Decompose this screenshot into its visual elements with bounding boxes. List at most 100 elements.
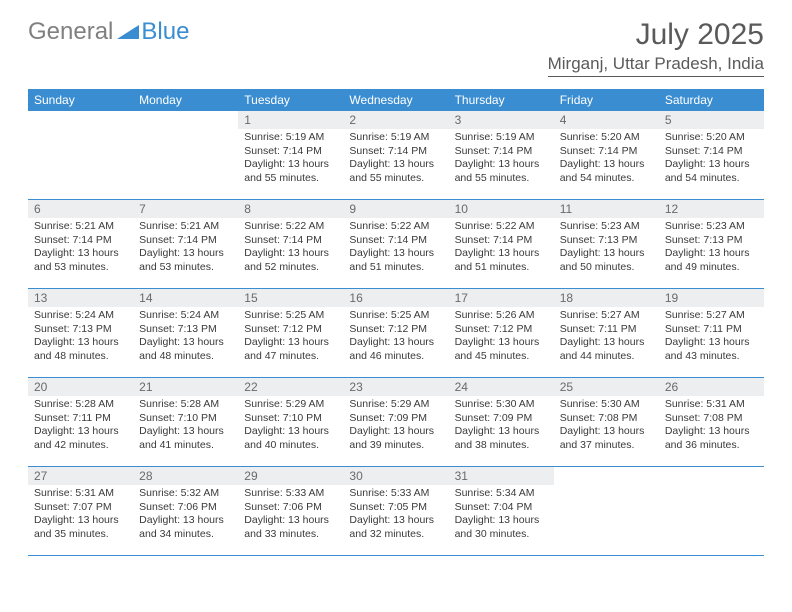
calendar-cell: 7Sunrise: 5:21 AMSunset: 7:14 PMDaylight… xyxy=(133,200,238,288)
calendar-cell: 27Sunrise: 5:31 AMSunset: 7:07 PMDayligh… xyxy=(28,467,133,555)
day-number: 10 xyxy=(449,200,554,218)
logo-text-general: General xyxy=(28,18,113,46)
day-number: 3 xyxy=(449,111,554,129)
day-number: 13 xyxy=(28,289,133,307)
day-number: 12 xyxy=(659,200,764,218)
header: General Blue July 2025 Mirganj, Uttar Pr… xyxy=(0,0,792,81)
calendar-cell: 6Sunrise: 5:21 AMSunset: 7:14 PMDaylight… xyxy=(28,200,133,288)
calendar-week: 1Sunrise: 5:19 AMSunset: 7:14 PMDaylight… xyxy=(28,111,764,200)
calendar-cell: 4Sunrise: 5:20 AMSunset: 7:14 PMDaylight… xyxy=(554,111,659,199)
calendar-cell: 28Sunrise: 5:32 AMSunset: 7:06 PMDayligh… xyxy=(133,467,238,555)
day-number: 28 xyxy=(133,467,238,485)
day-header: Friday xyxy=(554,89,659,111)
calendar-week: 6Sunrise: 5:21 AMSunset: 7:14 PMDaylight… xyxy=(28,200,764,289)
calendar-week: 13Sunrise: 5:24 AMSunset: 7:13 PMDayligh… xyxy=(28,289,764,378)
day-number: 14 xyxy=(133,289,238,307)
cell-body: Sunrise: 5:30 AMSunset: 7:08 PMDaylight:… xyxy=(554,396,659,457)
day-number: 24 xyxy=(449,378,554,396)
day-number xyxy=(554,467,659,485)
day-number: 16 xyxy=(343,289,448,307)
day-number: 9 xyxy=(343,200,448,218)
day-number: 2 xyxy=(343,111,448,129)
day-number: 21 xyxy=(133,378,238,396)
cell-body: Sunrise: 5:26 AMSunset: 7:12 PMDaylight:… xyxy=(449,307,554,368)
day-number: 29 xyxy=(238,467,343,485)
day-number: 8 xyxy=(238,200,343,218)
day-number: 26 xyxy=(659,378,764,396)
cell-body: Sunrise: 5:29 AMSunset: 7:10 PMDaylight:… xyxy=(238,396,343,457)
cell-body: Sunrise: 5:33 AMSunset: 7:05 PMDaylight:… xyxy=(343,485,448,546)
calendar-cell: 29Sunrise: 5:33 AMSunset: 7:06 PMDayligh… xyxy=(238,467,343,555)
cell-body: Sunrise: 5:22 AMSunset: 7:14 PMDaylight:… xyxy=(449,218,554,279)
calendar-cell: 17Sunrise: 5:26 AMSunset: 7:12 PMDayligh… xyxy=(449,289,554,377)
day-header: Tuesday xyxy=(238,89,343,111)
logo: General Blue xyxy=(28,18,189,46)
cell-body: Sunrise: 5:21 AMSunset: 7:14 PMDaylight:… xyxy=(28,218,133,279)
day-number: 5 xyxy=(659,111,764,129)
cell-body: Sunrise: 5:30 AMSunset: 7:09 PMDaylight:… xyxy=(449,396,554,457)
cell-body: Sunrise: 5:27 AMSunset: 7:11 PMDaylight:… xyxy=(554,307,659,368)
day-number xyxy=(659,467,764,485)
calendar-cell xyxy=(28,111,133,199)
calendar-cell: 14Sunrise: 5:24 AMSunset: 7:13 PMDayligh… xyxy=(133,289,238,377)
calendar-cell: 11Sunrise: 5:23 AMSunset: 7:13 PMDayligh… xyxy=(554,200,659,288)
calendar-cell xyxy=(554,467,659,555)
title-block: July 2025 Mirganj, Uttar Pradesh, India xyxy=(548,18,764,77)
calendar-cell: 3Sunrise: 5:19 AMSunset: 7:14 PMDaylight… xyxy=(449,111,554,199)
day-number: 6 xyxy=(28,200,133,218)
cell-body: Sunrise: 5:25 AMSunset: 7:12 PMDaylight:… xyxy=(238,307,343,368)
day-header: Thursday xyxy=(449,89,554,111)
cell-body: Sunrise: 5:19 AMSunset: 7:14 PMDaylight:… xyxy=(449,129,554,190)
cell-body: Sunrise: 5:23 AMSunset: 7:13 PMDaylight:… xyxy=(659,218,764,279)
day-number: 22 xyxy=(238,378,343,396)
logo-triangle-icon xyxy=(117,21,139,44)
calendar-cell: 8Sunrise: 5:22 AMSunset: 7:14 PMDaylight… xyxy=(238,200,343,288)
day-number: 17 xyxy=(449,289,554,307)
calendar-weeks: 1Sunrise: 5:19 AMSunset: 7:14 PMDaylight… xyxy=(28,111,764,556)
day-number xyxy=(133,111,238,129)
calendar-week: 20Sunrise: 5:28 AMSunset: 7:11 PMDayligh… xyxy=(28,378,764,467)
calendar-cell: 20Sunrise: 5:28 AMSunset: 7:11 PMDayligh… xyxy=(28,378,133,466)
cell-body: Sunrise: 5:25 AMSunset: 7:12 PMDaylight:… xyxy=(343,307,448,368)
day-number: 30 xyxy=(343,467,448,485)
cell-body: Sunrise: 5:22 AMSunset: 7:14 PMDaylight:… xyxy=(343,218,448,279)
day-number: 20 xyxy=(28,378,133,396)
calendar-cell: 24Sunrise: 5:30 AMSunset: 7:09 PMDayligh… xyxy=(449,378,554,466)
calendar-cell: 2Sunrise: 5:19 AMSunset: 7:14 PMDaylight… xyxy=(343,111,448,199)
calendar-cell: 26Sunrise: 5:31 AMSunset: 7:08 PMDayligh… xyxy=(659,378,764,466)
cell-body: Sunrise: 5:19 AMSunset: 7:14 PMDaylight:… xyxy=(238,129,343,190)
calendar-cell: 21Sunrise: 5:28 AMSunset: 7:10 PMDayligh… xyxy=(133,378,238,466)
day-number: 18 xyxy=(554,289,659,307)
calendar-cell: 31Sunrise: 5:34 AMSunset: 7:04 PMDayligh… xyxy=(449,467,554,555)
calendar-cell: 9Sunrise: 5:22 AMSunset: 7:14 PMDaylight… xyxy=(343,200,448,288)
day-number: 15 xyxy=(238,289,343,307)
day-number: 7 xyxy=(133,200,238,218)
calendar-cell: 16Sunrise: 5:25 AMSunset: 7:12 PMDayligh… xyxy=(343,289,448,377)
calendar-cell: 15Sunrise: 5:25 AMSunset: 7:12 PMDayligh… xyxy=(238,289,343,377)
calendar-cell: 5Sunrise: 5:20 AMSunset: 7:14 PMDaylight… xyxy=(659,111,764,199)
calendar-cell: 25Sunrise: 5:30 AMSunset: 7:08 PMDayligh… xyxy=(554,378,659,466)
logo-text-blue: Blue xyxy=(141,18,189,46)
calendar-cell: 18Sunrise: 5:27 AMSunset: 7:11 PMDayligh… xyxy=(554,289,659,377)
cell-body: Sunrise: 5:21 AMSunset: 7:14 PMDaylight:… xyxy=(133,218,238,279)
cell-body: Sunrise: 5:24 AMSunset: 7:13 PMDaylight:… xyxy=(28,307,133,368)
calendar-cell: 30Sunrise: 5:33 AMSunset: 7:05 PMDayligh… xyxy=(343,467,448,555)
cell-body: Sunrise: 5:28 AMSunset: 7:11 PMDaylight:… xyxy=(28,396,133,457)
cell-body: Sunrise: 5:20 AMSunset: 7:14 PMDaylight:… xyxy=(659,129,764,190)
calendar-week: 27Sunrise: 5:31 AMSunset: 7:07 PMDayligh… xyxy=(28,467,764,556)
day-number: 31 xyxy=(449,467,554,485)
cell-body: Sunrise: 5:27 AMSunset: 7:11 PMDaylight:… xyxy=(659,307,764,368)
day-headers-row: SundayMondayTuesdayWednesdayThursdayFrid… xyxy=(28,89,764,111)
day-number: 25 xyxy=(554,378,659,396)
cell-body: Sunrise: 5:24 AMSunset: 7:13 PMDaylight:… xyxy=(133,307,238,368)
cell-body: Sunrise: 5:19 AMSunset: 7:14 PMDaylight:… xyxy=(343,129,448,190)
day-number xyxy=(28,111,133,129)
cell-body: Sunrise: 5:34 AMSunset: 7:04 PMDaylight:… xyxy=(449,485,554,546)
cell-body: Sunrise: 5:20 AMSunset: 7:14 PMDaylight:… xyxy=(554,129,659,190)
day-number: 1 xyxy=(238,111,343,129)
day-number: 27 xyxy=(28,467,133,485)
calendar-cell: 19Sunrise: 5:27 AMSunset: 7:11 PMDayligh… xyxy=(659,289,764,377)
calendar-cell: 23Sunrise: 5:29 AMSunset: 7:09 PMDayligh… xyxy=(343,378,448,466)
calendar-cell: 12Sunrise: 5:23 AMSunset: 7:13 PMDayligh… xyxy=(659,200,764,288)
calendar-cell xyxy=(133,111,238,199)
